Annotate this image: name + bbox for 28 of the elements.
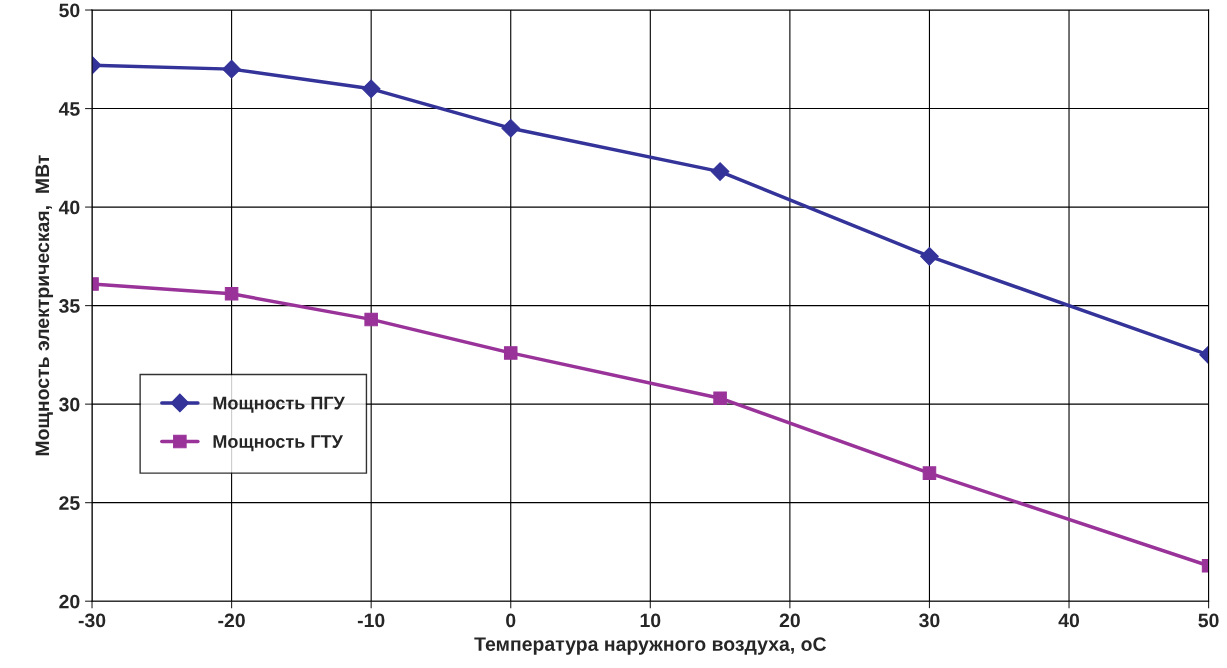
- legend-label: Мощность ПГУ: [213, 396, 345, 413]
- point: [361, 79, 381, 99]
- x-tick-label: -30: [78, 613, 106, 628]
- y-tick-label: 25: [59, 496, 80, 510]
- y-axis-title: Мощность электрическая, МВт: [35, 155, 54, 456]
- y-tick-label: 35: [59, 299, 80, 313]
- point: [224, 287, 239, 301]
- x-tick-label: 30: [919, 613, 940, 628]
- point: [713, 391, 727, 405]
- y-tick-label: 50: [59, 3, 80, 18]
- point: [710, 162, 730, 181]
- x-axis-title: Температура наружного воздуха, оС: [474, 637, 827, 655]
- point: [222, 59, 241, 79]
- point: [503, 346, 518, 360]
- x-tick-label: -20: [218, 613, 245, 628]
- y-tick-label: 45: [58, 102, 80, 116]
- y-tick-label: 40: [58, 200, 80, 215]
- x-tick-label: 50: [1198, 613, 1219, 628]
- x-tick-label: 0: [506, 613, 516, 628]
- x-tick-label: 10: [640, 613, 661, 628]
- x-tick-label: -10: [357, 613, 385, 628]
- point: [501, 118, 521, 138]
- y-tick-label: 30: [59, 397, 80, 412]
- x-tick-label: 40: [1058, 613, 1080, 628]
- point: [364, 312, 378, 327]
- y-tick-label: 20: [59, 594, 80, 609]
- x-tick-label: 20: [779, 613, 800, 628]
- legend-label: Мощность ГТУ: [213, 435, 344, 452]
